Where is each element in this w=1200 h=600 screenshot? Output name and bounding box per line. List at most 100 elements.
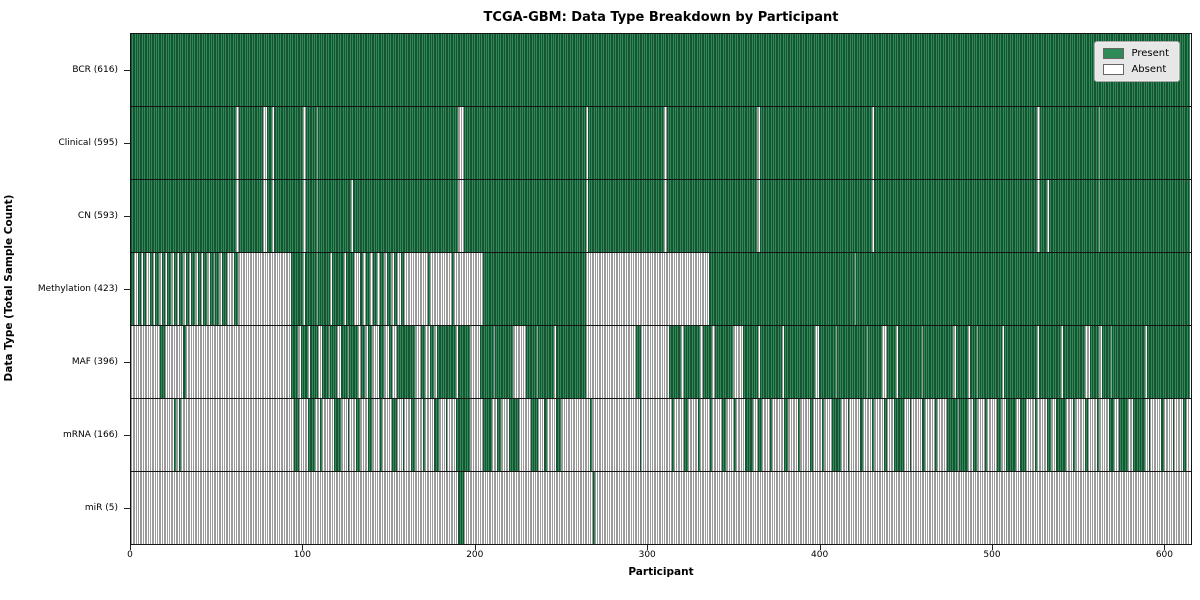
participant-cell (1112, 180, 1115, 252)
participant-cell (888, 326, 891, 398)
participant-cell (849, 107, 852, 179)
participant-cell (605, 326, 608, 398)
participant-cell (325, 472, 327, 544)
participant-cell (423, 253, 425, 325)
participant-cell (215, 180, 217, 252)
participant-cell (837, 34, 840, 106)
participant-cell (569, 326, 571, 398)
participant-cell (1184, 180, 1187, 252)
participant-cell (541, 253, 544, 325)
participant-cell (251, 34, 254, 106)
participant-cell (223, 253, 226, 325)
participant-cell (320, 399, 322, 471)
participant-cell (545, 253, 547, 325)
participant-cell (937, 34, 939, 106)
participant-cell (1095, 180, 1097, 252)
participant-cell (381, 472, 384, 544)
participant-cell (564, 472, 566, 544)
participant-cell (356, 472, 358, 544)
participant-cell (677, 326, 680, 398)
participant-cell (452, 180, 455, 252)
participant-cell (304, 180, 307, 252)
participant-cell (699, 472, 702, 544)
participant-cell (632, 34, 635, 106)
legend-swatch-absent (1103, 64, 1125, 75)
participant-cell (359, 472, 362, 544)
participant-cell (560, 399, 563, 471)
participant-cell (902, 107, 905, 179)
participant-cell (797, 326, 800, 398)
participant-cell (495, 399, 498, 471)
participant-cell (263, 107, 266, 179)
participant-cell (741, 399, 743, 471)
participant-cell (974, 253, 977, 325)
participant-cell (957, 253, 960, 325)
participant-cell (528, 34, 530, 106)
participant-cell (988, 253, 991, 325)
participant-cell (770, 107, 773, 179)
participant-cell (1188, 107, 1190, 179)
participant-cell (483, 34, 486, 106)
participant-cell (907, 326, 910, 398)
participant-cell (598, 253, 601, 325)
participant-cell (775, 326, 778, 398)
participant-cell (392, 253, 394, 325)
participant-cell (455, 180, 458, 252)
participant-cell (516, 253, 518, 325)
participant-cell (168, 180, 171, 252)
participant-cell (1066, 472, 1068, 544)
participant-cell (892, 472, 895, 544)
participant-cell (715, 472, 718, 544)
participant-cell (459, 253, 461, 325)
participant-cell (438, 34, 441, 106)
participant-cell (856, 107, 859, 179)
participant-cell (720, 34, 723, 106)
participant-cell (875, 253, 877, 325)
participant-cell (1165, 399, 1168, 471)
participant-cell (1121, 107, 1123, 179)
participant-cell (956, 253, 958, 325)
participant-cell (192, 34, 195, 106)
participant-cell (337, 34, 339, 106)
participant-cell (567, 180, 570, 252)
participant-cell (356, 180, 358, 252)
participant-cell (610, 472, 613, 544)
participant-cell (1182, 326, 1185, 398)
participant-cell (665, 180, 668, 252)
participant-cell (662, 253, 664, 325)
participant-cell (239, 399, 241, 471)
participant-cell (748, 107, 750, 179)
participant-cell (1021, 253, 1024, 325)
participant-cell (148, 399, 150, 471)
participant-cell (146, 34, 149, 106)
participant-cell (186, 253, 188, 325)
participant-cell (282, 107, 284, 179)
participant-cell (823, 107, 826, 179)
participant-cell (285, 399, 288, 471)
participant-cell (655, 472, 657, 544)
participant-cell (892, 180, 895, 252)
participant-cell (1095, 253, 1097, 325)
participant-cell (1057, 34, 1060, 106)
participant-cell (1093, 399, 1096, 471)
participant-cell (1093, 472, 1096, 544)
participant-cell (610, 107, 613, 179)
participant-cell (763, 180, 766, 252)
participant-cell (180, 326, 183, 398)
participant-cell (596, 253, 599, 325)
participant-cell (753, 107, 755, 179)
participant-cell (424, 34, 427, 106)
participant-cell (256, 107, 259, 179)
participant-cell (395, 253, 398, 325)
participant-cell (330, 399, 333, 471)
participant-cell (239, 472, 241, 544)
participant-cell (163, 399, 166, 471)
participant-cell (1052, 326, 1054, 398)
participant-cell (644, 180, 647, 252)
participant-cell (703, 107, 706, 179)
participant-cell (507, 326, 510, 398)
participant-cell (617, 253, 620, 325)
participant-cell (722, 180, 724, 252)
participant-cell (928, 253, 931, 325)
participant-cell (833, 472, 836, 544)
